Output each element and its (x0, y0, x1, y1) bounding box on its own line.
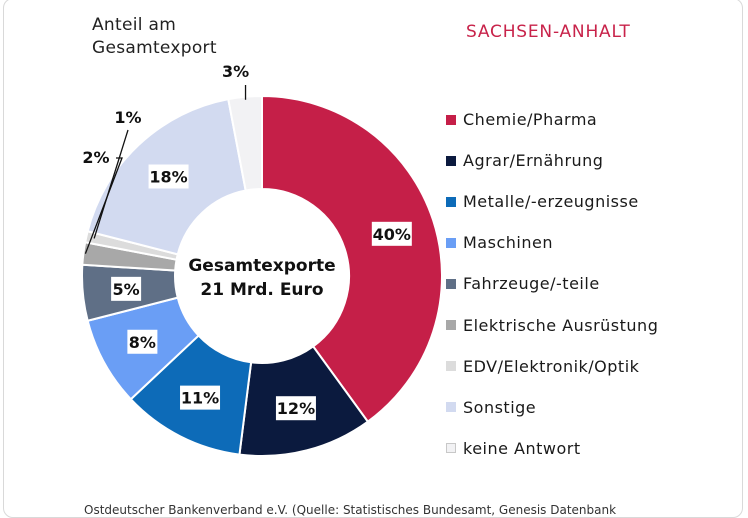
svg-text:5%: 5% (113, 280, 140, 299)
legend-item-keine-antwort: keine Antwort (446, 428, 658, 469)
legend-item-metalle-erzeugnisse: Metalle/-erzeugnisse (446, 181, 658, 222)
region-label: SACHSEN-ANHALT (466, 22, 631, 42)
legend-item-chemie-pharma: Chemie/Pharma (446, 99, 658, 140)
center-label-line-1: Gesamtexporte (188, 256, 335, 276)
data-label-edv-elektronik-optik: 1% (114, 108, 141, 127)
subtitle-line-2: Gesamtexport (92, 38, 217, 58)
legend-swatch (446, 278, 456, 289)
legend-swatch (446, 402, 456, 413)
data-label-chemie-pharma: 40% (371, 221, 412, 246)
source-footer: Ostdeutscher Bankenverband e.V. (Quelle:… (84, 503, 617, 517)
legend-swatch (446, 155, 456, 166)
data-label-keine-antwort: 3% (222, 62, 249, 81)
legend-item-edv-elektronik-optik: EDV/Elektronik/Optik (446, 346, 658, 387)
data-label-metalle-erzeugnisse: 11% (180, 385, 221, 410)
slice-chemie-pharma (261, 94, 443, 424)
data-label-agrar-ernaehrung: 12% (275, 396, 316, 421)
leader-edv-elektronik-optik (93, 129, 129, 239)
legend-label: Fahrzeuge/-teile (463, 274, 600, 294)
legend-swatch (446, 114, 456, 125)
legend-item-fahrzeuge-teile: Fahrzeuge/-teile (446, 263, 658, 304)
legend-swatch (446, 196, 456, 207)
center-label-line-2: 21 Mrd. Euro (200, 280, 323, 300)
svg-text:18%: 18% (149, 167, 187, 186)
svg-text:11%: 11% (181, 389, 219, 408)
legend-swatch (446, 443, 456, 454)
legend-label: Metalle/-erzeugnisse (463, 192, 639, 212)
subtitle-line-1: Anteil am (92, 15, 177, 35)
legend-label: keine Antwort (463, 438, 581, 458)
legend-swatch (446, 237, 456, 248)
data-label-fahrzeuge-teile: 5% (111, 276, 142, 301)
legend-label: EDV/Elektronik/Optik (463, 356, 640, 376)
legend-item-maschinen: Maschinen (446, 222, 658, 263)
legend-label: Agrar/Ernährung (463, 151, 604, 171)
legend-swatch (446, 361, 456, 372)
chart-legend: Chemie/Pharma Agrar/Ernährung Metalle/-erz… (446, 99, 658, 469)
svg-text:8%: 8% (129, 333, 156, 352)
chart-subtitle: Anteil am Gesamtexport (92, 14, 217, 60)
legend-label: Chemie/Pharma (463, 110, 598, 130)
legend-item-sonstige: Sonstige (446, 387, 658, 428)
legend-label: Sonstige (463, 397, 537, 417)
svg-text:40%: 40% (373, 225, 411, 244)
legend-label: Maschinen (463, 233, 553, 253)
legend-swatch (446, 320, 456, 331)
legend-label: Elektrische Ausrüstung (463, 315, 659, 335)
legend-item-elektrische-ausruestung: Elektrische Ausrüstung (446, 304, 658, 345)
leader-elektrische-ausruestung (84, 157, 123, 254)
data-label-elektrische-ausruestung: 2% (82, 148, 109, 167)
legend-item-agrar-ernaehrung: Agrar/Ernährung (446, 140, 658, 181)
data-label-sonstige: 18% (148, 164, 189, 189)
slice-keine-antwort (227, 94, 263, 192)
svg-text:12%: 12% (277, 399, 315, 418)
data-label-maschinen: 8% (127, 329, 158, 354)
